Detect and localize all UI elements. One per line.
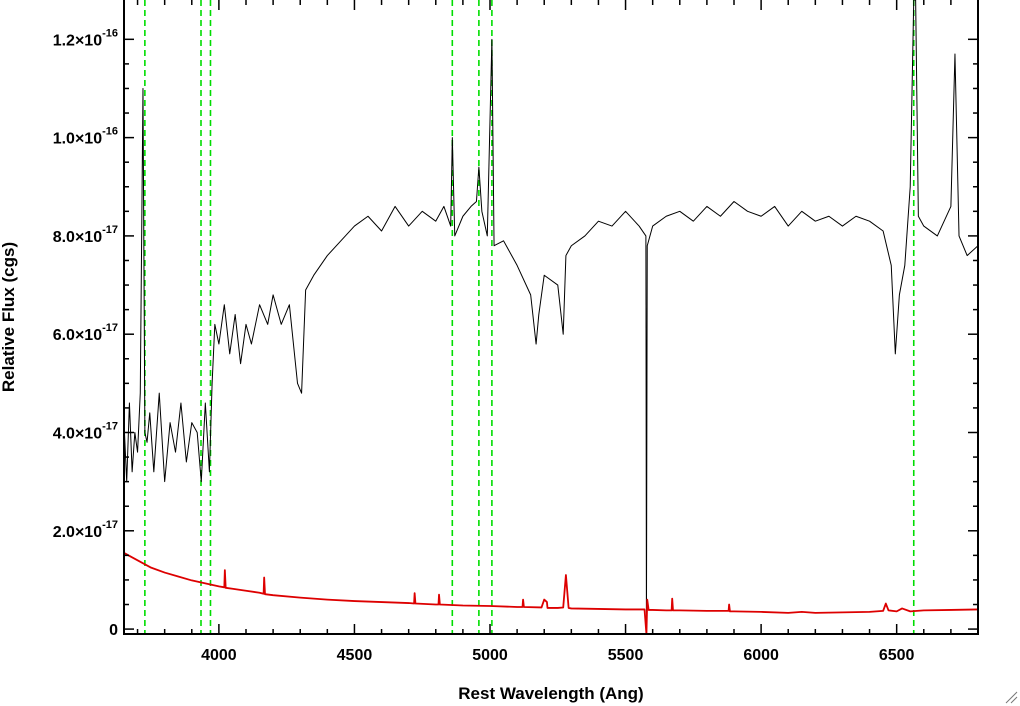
x-tick-label: 5500 xyxy=(608,647,644,664)
x-axis-title: Rest Wavelength (Ang) xyxy=(458,684,643,703)
x-tick-label: 4000 xyxy=(201,647,237,664)
y-tick-label: 0 xyxy=(109,622,118,639)
y-tick-label: 4.0×10-17 xyxy=(53,420,118,442)
y-tick-label: 8.0×10-17 xyxy=(53,224,118,246)
error-line xyxy=(124,552,978,634)
series-layer xyxy=(124,0,978,634)
y-axis-title: Relative Flux (cgs) xyxy=(0,242,18,392)
plot-frame xyxy=(123,0,979,635)
spectrum-line xyxy=(124,0,978,634)
x-tick-label: 5000 xyxy=(472,647,508,664)
reference-lines xyxy=(144,0,915,634)
resize-grip-icon[interactable] xyxy=(1004,690,1018,704)
y-tick-label: 6.0×10-17 xyxy=(53,322,118,344)
x-tick-label: 6500 xyxy=(879,647,915,664)
y-tick-label: 1.0×10-16 xyxy=(53,126,118,148)
x-axis: 4000 4500 5000 5500 6000 6500 xyxy=(136,0,979,664)
y-axis: 0 2.0×10-17 4.0×10-17 6.0×10-17 8.0×10-17 1.0… xyxy=(53,27,978,639)
x-tick-label: 4500 xyxy=(337,647,373,664)
y-tick-label: 2.0×10-17 xyxy=(53,519,118,541)
x-tick-label: 6000 xyxy=(743,647,779,664)
y-tick-label: 1.2×10-16 xyxy=(53,27,118,49)
